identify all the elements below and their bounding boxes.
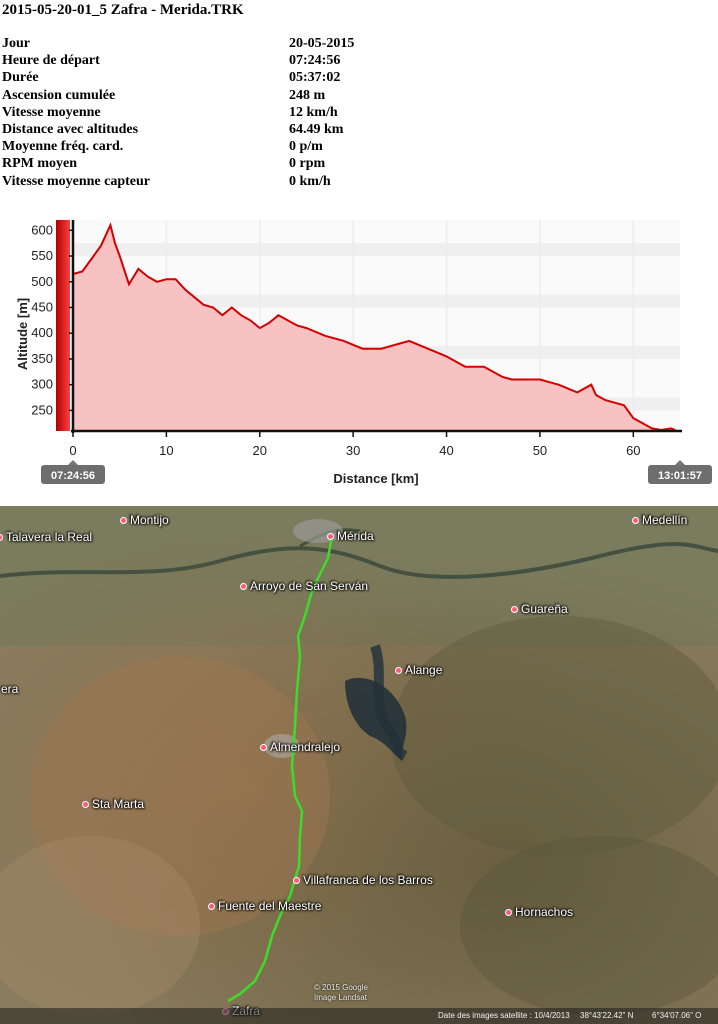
y-tick-labels: 250 300 350 400 450 500 550 600: [31, 222, 73, 417]
start-time-label: 07:24:56: [51, 470, 95, 482]
place-talavera-la-real[interactable]: Talavera la Real: [0, 530, 92, 544]
latitude-readout: 38°43'22.42" N: [580, 1011, 634, 1020]
map-attribution: © 2015 Google: [314, 983, 368, 992]
place-fuente-del-maestre[interactable]: Fuente del Maestre: [208, 899, 321, 913]
stat-label: Moyenne fréq. card.: [2, 139, 124, 155]
place-marker-icon: [327, 533, 334, 541]
stat-row-day: Jour 20-05-2015: [2, 35, 502, 52]
stat-value: 0 rpm: [289, 156, 326, 172]
stat-row-start: Heure de départ 07:24:56: [2, 52, 502, 69]
place-marker-icon: [240, 583, 247, 591]
y-tick-label: 350: [31, 351, 53, 366]
grid-band: [73, 294, 680, 308]
stat-row-sensor-speed: Vitesse moyenne capteur 0 km/h: [2, 173, 502, 190]
place-marker-icon: [0, 534, 3, 542]
longitude-readout: 6°34'07.06" O: [652, 1011, 702, 1020]
stat-label: Vitesse moyenne capteur: [2, 173, 151, 189]
place-marker-icon: [260, 744, 267, 752]
place-medellin[interactable]: Medellín: [632, 513, 687, 527]
stat-row-heart-rate: Moyenne fréq. card. 0 p/m: [2, 138, 502, 155]
satellite-imagery: [0, 506, 718, 1024]
x-tick-labels: 0 10 20 30 40 50 60: [69, 431, 641, 458]
stat-row-speed: Vitesse moyenne 12 km/h: [2, 104, 502, 121]
y-tick-label: 400: [31, 325, 53, 340]
place-arroyo-de-san-servan[interactable]: Arroyo de San Serván: [240, 579, 368, 593]
y-tick-label: 600: [31, 222, 53, 237]
stat-label: Vitesse moyenne: [2, 104, 101, 120]
y-axis-label: Altitude [m]: [15, 298, 30, 370]
map-attribution-imagery: Image Landsat: [314, 993, 367, 1002]
stat-value: 05:37:02: [289, 70, 341, 86]
grid-band: [73, 243, 680, 257]
stat-value: 07:24:56: [289, 53, 341, 69]
y-tick-label: 300: [31, 377, 53, 392]
elevation-profile-chart: 250 300 350 400 450 500 550 600 0 10 20 30 40 50 60 A…: [15, 220, 712, 486]
x-tick-label: 0: [69, 443, 76, 458]
x-tick-label: 10: [159, 443, 173, 458]
elevation-line: [72, 222, 676, 432]
route-track: [227, 535, 334, 1003]
place-partial-edge[interactable]: era: [1, 682, 19, 696]
place-guarena[interactable]: Guareña: [511, 602, 568, 616]
place-marker-icon: [505, 909, 512, 917]
track-title: 2015-05-20-01_5 Zafra - Merida.TRK: [2, 2, 244, 18]
y-tick-label: 250: [31, 402, 53, 417]
map-status-bar: Date des images satellite : 10/4/2013 38…: [0, 1008, 718, 1024]
imagery-date: Date des images satellite : 10/4/2013: [438, 1011, 570, 1020]
place-marker-icon: [632, 517, 639, 525]
place-marker-icon: [82, 801, 89, 809]
place-sta-marta[interactable]: Sta Marta: [82, 797, 144, 811]
stat-value: 64.49 km: [289, 121, 344, 137]
x-tick-label: 40: [439, 443, 453, 458]
stat-row-duration: Durée 05:37:02: [2, 69, 502, 86]
start-time-marker[interactable]: 07:24:56: [41, 460, 105, 484]
y-axis-color-bar: [56, 220, 70, 431]
place-marker-icon: [208, 903, 215, 911]
y-tick-label: 500: [31, 274, 53, 289]
stat-label: RPM moyen: [2, 156, 78, 172]
stat-label: Distance avec altitudes: [2, 121, 139, 137]
place-marker-icon: [120, 517, 127, 525]
stat-label: Heure de départ: [2, 53, 100, 69]
place-villafranca-de-los-barros[interactable]: Villafranca de los Barros: [293, 873, 433, 887]
stat-value: 0 km/h: [289, 173, 331, 189]
place-marker-icon: [395, 667, 402, 675]
place-montijo[interactable]: Montijo: [120, 513, 169, 527]
stat-row-rpm: RPM moyen 0 rpm: [2, 155, 502, 172]
y-tick-label: 550: [31, 248, 53, 263]
end-time-marker[interactable]: 13:01:57: [648, 460, 712, 484]
x-tick-label: 20: [253, 443, 267, 458]
place-alange[interactable]: Alange: [395, 663, 442, 677]
end-time-label: 13:01:57: [658, 470, 702, 482]
stat-value: 248 m: [289, 87, 326, 103]
stat-value: 0 p/m: [289, 139, 323, 155]
x-tick-label: 60: [626, 443, 640, 458]
stat-label: Durée: [2, 70, 39, 86]
track-stats: Jour 20-05-2015 Heure de départ 07:24:56 D…: [2, 35, 502, 190]
stat-row-ascent: Ascension cumulée 248 m: [2, 87, 502, 104]
satellite-map[interactable]: Montijo Talavera la Real Mérida Medellín…: [0, 506, 718, 1024]
place-hornachos[interactable]: Hornachos: [505, 905, 573, 919]
place-merida[interactable]: Mérida: [327, 529, 374, 543]
stat-label: Jour: [2, 36, 30, 51]
stat-label: Ascension cumulée: [2, 87, 116, 103]
x-tick-label: 30: [346, 443, 360, 458]
stat-value: 12 km/h: [289, 104, 338, 120]
place-almendralejo[interactable]: Almendralejo: [260, 740, 340, 754]
y-tick-label: 450: [31, 299, 53, 314]
place-marker-icon: [511, 606, 518, 614]
stat-row-distance: Distance avec altitudes 64.49 km: [2, 121, 502, 138]
stat-value: 20-05-2015: [289, 36, 355, 51]
x-tick-label: 50: [533, 443, 547, 458]
place-marker-icon: [293, 877, 300, 885]
x-axis-label: Distance [km]: [333, 471, 418, 486]
